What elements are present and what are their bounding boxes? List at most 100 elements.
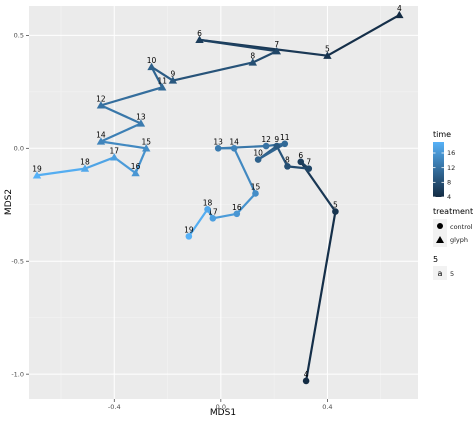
series-segment: [99, 104, 143, 125]
data-point: [131, 168, 140, 177]
data-point: [284, 163, 291, 170]
legend-time-tick-label: 8: [447, 179, 451, 187]
data-label: 15: [251, 182, 261, 191]
data-label: 18: [203, 198, 213, 207]
data-label: 18: [80, 158, 90, 167]
data-label: 9: [170, 70, 175, 79]
series-segment: [257, 142, 286, 161]
series-segment: [99, 140, 148, 150]
data-point: [297, 158, 305, 166]
data-point: [305, 165, 313, 172]
series-segment: [198, 38, 278, 53]
data-point: [136, 119, 146, 127]
x-tick-label: 0.0: [216, 403, 226, 411]
data-point: [96, 137, 106, 145]
y-tick-label: -1.0: [11, 370, 24, 378]
data-point: [252, 190, 259, 197]
data-label: 6: [298, 151, 303, 160]
data-label: 19: [32, 164, 42, 173]
series-segment: [275, 144, 289, 168]
legend-time-title: time: [433, 130, 451, 139]
series-segment: [233, 147, 257, 195]
legend-size-key-bg: [433, 266, 447, 280]
plot-background: [29, 6, 418, 399]
data-point: [254, 156, 262, 163]
series-segment: [99, 86, 164, 107]
data-point: [233, 210, 241, 218]
data-label: 4: [304, 370, 309, 379]
data-label: 17: [109, 146, 119, 155]
data-label: 11: [280, 133, 290, 142]
data-point: [302, 377, 310, 385]
legend-time-tick-label: 4: [447, 193, 451, 201]
data-point: [142, 144, 151, 152]
data-point: [230, 144, 238, 152]
data-label: 9: [274, 135, 279, 144]
series-segment: [35, 167, 87, 177]
data-label: 13: [213, 137, 223, 146]
data-point: [248, 58, 258, 66]
legend-control-circle-icon: [437, 223, 443, 229]
data-point: [323, 51, 332, 59]
data-point: [110, 153, 119, 161]
series-segment: [171, 61, 254, 82]
data-label: 7: [306, 158, 311, 167]
legend-size: 5 a 5: [433, 255, 454, 280]
data-point: [185, 233, 193, 240]
data-point: [147, 62, 156, 71]
x-axis-title: MDS1: [210, 408, 236, 418]
series-segment: [286, 165, 310, 170]
y-tick-label: 0.0: [14, 144, 24, 152]
data-label: 12: [96, 94, 106, 103]
legend-time: time 16 12 8 4: [433, 130, 455, 201]
legend-size-label: 5: [450, 270, 454, 278]
data-label: 13: [136, 112, 146, 121]
data-point: [96, 101, 106, 109]
data-label: 6: [197, 29, 202, 38]
legend-treatment: treatment control glyph: [433, 207, 473, 247]
data-point: [80, 164, 90, 172]
data-label: 16: [232, 203, 242, 212]
series-segment: [326, 13, 401, 57]
legend-control-label: control: [450, 223, 473, 231]
legend-glyph-triangle-icon: [436, 236, 444, 243]
series-segment: [150, 65, 164, 89]
data-label: 19: [184, 225, 194, 234]
series-segment: [99, 122, 143, 143]
x-tick-label: -0.4: [108, 403, 121, 411]
axes-layer: -0.4 0.0 0.4 0.5 0.0 -0.5 -1.0: [11, 32, 332, 411]
data-label: 8: [250, 51, 255, 60]
data-point: [395, 10, 404, 19]
y-axis-title: MDS2: [4, 189, 14, 215]
data-label: 10: [253, 149, 263, 158]
legend-time-tick-label: 12: [447, 164, 455, 172]
data-point: [32, 171, 42, 179]
data-point: [262, 142, 270, 150]
series-segment: [304, 210, 337, 383]
data-point: [214, 144, 222, 152]
series-segment: [211, 212, 238, 220]
series-segment: [187, 208, 209, 238]
data-label: 14: [229, 137, 239, 146]
data-label: 5: [325, 45, 330, 54]
data-label: 10: [147, 56, 157, 65]
data-label: 7: [274, 40, 279, 49]
x-tick-label: 0.4: [322, 403, 332, 411]
legend-time-colorbar: [433, 142, 444, 197]
data-point: [209, 215, 217, 222]
data-label: 8: [285, 155, 290, 164]
data-point: [332, 208, 339, 215]
legend-time-ticks: 16 12 8 4: [433, 149, 455, 201]
series-segment: [134, 147, 148, 175]
data-point: [273, 142, 281, 150]
data-label: 5: [333, 201, 338, 210]
data-point: [204, 205, 211, 213]
data-label: 17: [208, 207, 218, 216]
y-tick-label: -0.5: [11, 257, 24, 265]
data-point: [195, 35, 204, 44]
